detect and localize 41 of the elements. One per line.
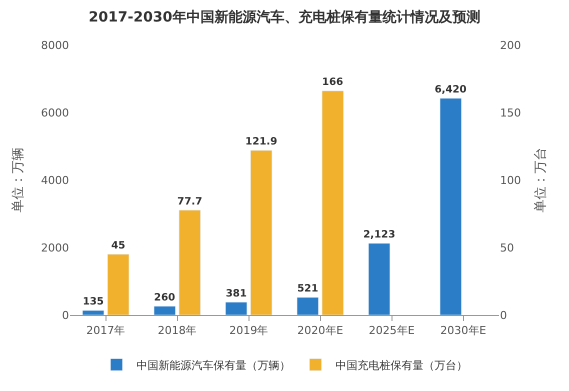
data-label: 6,420	[434, 84, 467, 96]
data-label: 166	[322, 77, 344, 88]
y-tick-label: 2000	[41, 241, 69, 254]
data-label: 135	[82, 296, 104, 308]
data-label: 260	[154, 292, 176, 304]
data-label: 2,123	[363, 230, 396, 241]
legend-label: 中国新能源汽车保有量（万辆）	[136, 358, 290, 372]
bar	[368, 243, 390, 315]
bar	[154, 306, 176, 315]
data-label: 521	[297, 284, 318, 295]
y2-tick-label: 0	[500, 308, 507, 322]
y-tick-label: 4000	[41, 174, 69, 187]
y2-tick-label: 50	[500, 241, 514, 254]
bar	[440, 98, 462, 315]
bar	[250, 150, 272, 315]
bar	[322, 90, 344, 315]
bar	[107, 254, 130, 315]
y2-tick-label: 200	[500, 38, 521, 52]
x-tick-label: 2025年E	[368, 324, 415, 338]
y2-tick-label: 100	[500, 174, 521, 187]
data-label: 77.7	[177, 196, 202, 208]
y-axis-title: 单位：万辆	[10, 148, 26, 212]
x-tick-label: 2019年	[229, 324, 268, 338]
bar	[82, 310, 104, 315]
x-tick-label: 2017年	[86, 324, 126, 338]
bar	[225, 302, 248, 315]
bar	[296, 297, 319, 315]
x-tick-label: 2020年E	[297, 324, 344, 338]
chart-title: 2017-2030年中国新能源汽车、充电桩保有量统计情况及预测	[88, 8, 480, 26]
y-tick-label: 8000	[41, 38, 69, 52]
data-label: 121.9	[245, 136, 278, 148]
y-tick-label: 0	[62, 308, 69, 322]
legend-label: 中国充电桩保有量（万台）	[336, 358, 468, 372]
bar	[178, 210, 201, 315]
data-label: 45	[111, 240, 126, 252]
y2-axis-title: 单位：万台	[534, 148, 549, 212]
x-tick-label: 2018年	[158, 324, 197, 338]
x-tick-label: 2030年E	[440, 324, 486, 338]
y-tick-label: 6000	[41, 106, 69, 120]
data-label: 381	[226, 288, 247, 300]
y2-tick-label: 150	[500, 106, 521, 120]
